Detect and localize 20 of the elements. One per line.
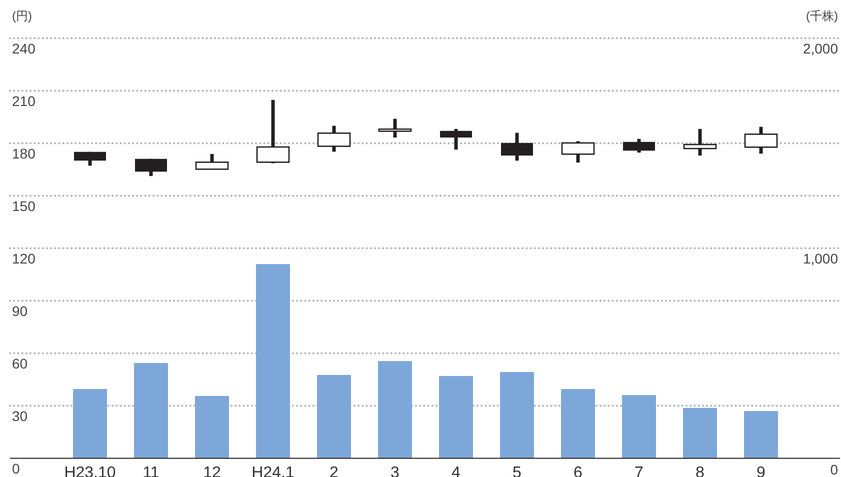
x-tick-label: 7 bbox=[634, 464, 644, 477]
y-tick-label: 0 bbox=[12, 460, 20, 476]
y2-tick-label: 2,000 bbox=[802, 40, 838, 56]
y-tick-label: 240 bbox=[12, 40, 36, 56]
x-tick-label: H24.1 bbox=[252, 464, 294, 477]
y-tick-label: 180 bbox=[12, 145, 36, 162]
x-tick-label: 11 bbox=[142, 464, 160, 477]
x-tick-label: 2 bbox=[330, 464, 339, 477]
y2-tick-label: 1,000 bbox=[802, 250, 838, 266]
y-tick-label: 120 bbox=[12, 250, 36, 266]
y-tick-label: 90 bbox=[12, 302, 28, 319]
y-tick-label: 150 bbox=[12, 198, 36, 214]
y-tick-label: 30 bbox=[12, 408, 28, 424]
x-tick-label: 4 bbox=[452, 464, 461, 477]
y-axis-title: (円) bbox=[12, 9, 32, 23]
x-tick-label: 12 bbox=[203, 464, 221, 477]
y-tick-label: 60 bbox=[12, 355, 28, 372]
y2-axis-title: (千株) bbox=[806, 9, 838, 23]
y-tick-label: 210 bbox=[12, 92, 36, 109]
y2-tick-label: 0 bbox=[830, 461, 838, 477]
